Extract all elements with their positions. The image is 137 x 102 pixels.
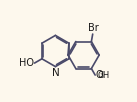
Text: HO: HO <box>19 58 34 68</box>
Text: Br: Br <box>88 23 98 33</box>
Text: N: N <box>52 68 59 78</box>
Text: O: O <box>95 70 103 80</box>
Text: 3: 3 <box>99 73 103 78</box>
Text: CH: CH <box>97 71 109 80</box>
